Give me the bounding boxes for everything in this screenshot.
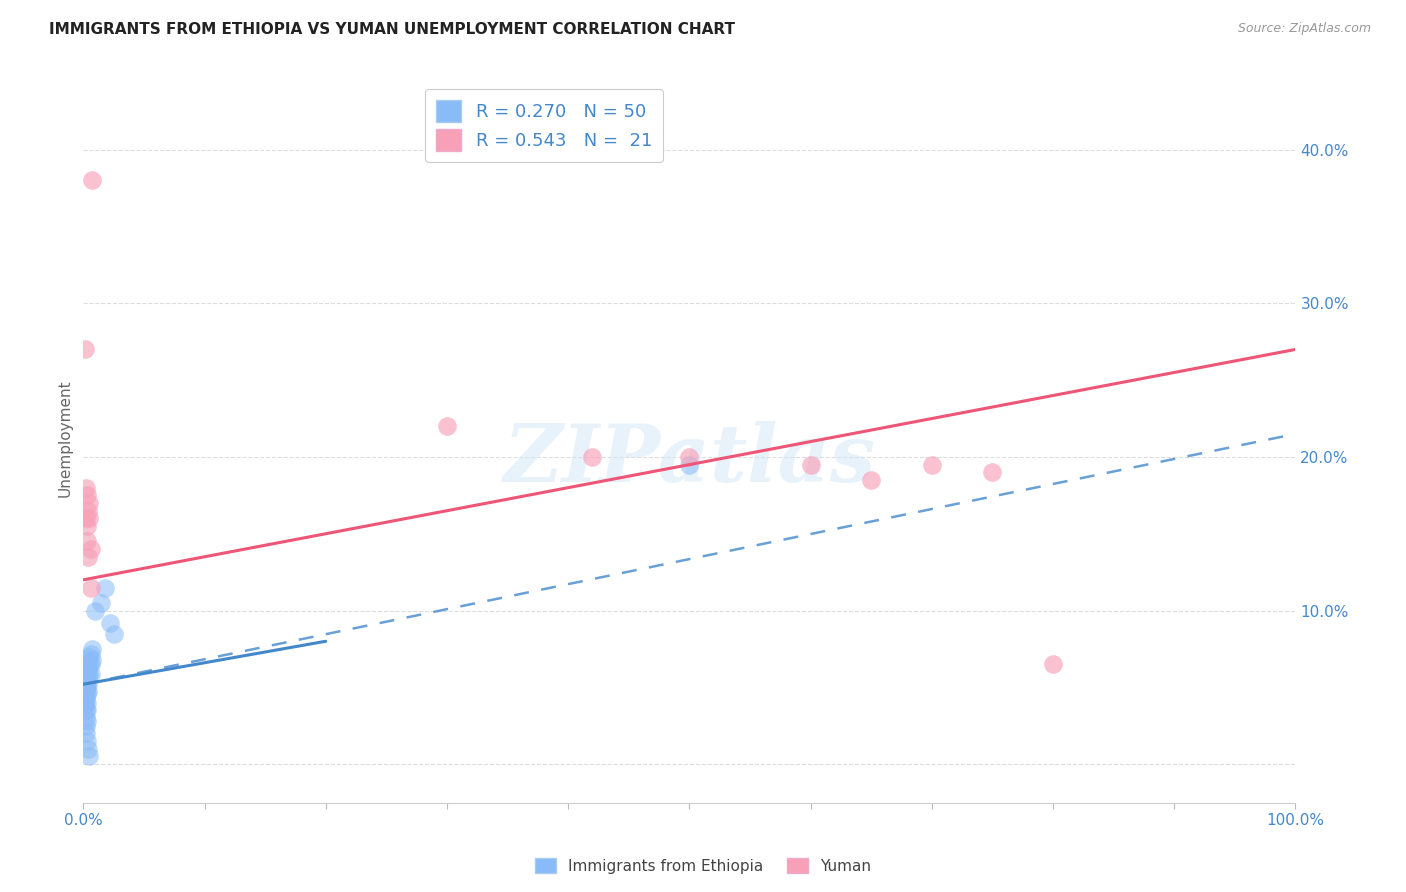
Point bbox=[581, 450, 603, 464]
Point bbox=[75, 665, 97, 679]
Point bbox=[76, 674, 98, 689]
Point bbox=[80, 642, 103, 657]
Point bbox=[79, 647, 101, 661]
Point bbox=[77, 677, 100, 691]
Text: ZIPatlas: ZIPatlas bbox=[503, 421, 876, 499]
Point bbox=[79, 581, 101, 595]
Point bbox=[76, 488, 98, 502]
Point bbox=[90, 596, 112, 610]
Point bbox=[678, 450, 700, 464]
Point bbox=[98, 615, 121, 630]
Point bbox=[73, 688, 96, 702]
Point bbox=[800, 458, 823, 472]
Point bbox=[678, 458, 700, 472]
Point bbox=[73, 673, 96, 687]
Point bbox=[79, 668, 101, 682]
Point bbox=[79, 749, 101, 764]
Point bbox=[75, 726, 97, 740]
Y-axis label: Unemployment: Unemployment bbox=[58, 379, 72, 497]
Point bbox=[73, 657, 96, 672]
Point bbox=[73, 665, 96, 679]
Point bbox=[75, 683, 97, 698]
Point bbox=[73, 681, 96, 695]
Point bbox=[76, 703, 98, 717]
Point bbox=[75, 711, 97, 725]
Point bbox=[436, 419, 458, 434]
Text: Source: ZipAtlas.com: Source: ZipAtlas.com bbox=[1237, 22, 1371, 36]
Point bbox=[77, 504, 100, 518]
Point bbox=[76, 681, 98, 695]
Point bbox=[76, 534, 98, 549]
Point bbox=[75, 719, 97, 733]
Point bbox=[73, 692, 96, 706]
Point bbox=[860, 473, 883, 487]
Point bbox=[79, 658, 101, 673]
Point bbox=[80, 653, 103, 667]
Point bbox=[75, 669, 97, 683]
Point bbox=[77, 669, 100, 683]
Point bbox=[80, 173, 103, 187]
Point bbox=[75, 673, 97, 687]
Point bbox=[73, 343, 96, 357]
Point bbox=[77, 685, 100, 699]
Point bbox=[75, 677, 97, 691]
Point bbox=[1042, 657, 1064, 672]
Point bbox=[77, 549, 100, 564]
Text: IMMIGRANTS FROM ETHIOPIA VS YUMAN UNEMPLOYMENT CORRELATION CHART: IMMIGRANTS FROM ETHIOPIA VS YUMAN UNEMPL… bbox=[49, 22, 735, 37]
Point bbox=[103, 626, 125, 640]
Point bbox=[75, 691, 97, 706]
Point bbox=[77, 654, 100, 668]
Point bbox=[79, 511, 101, 525]
Point bbox=[79, 496, 101, 510]
Point bbox=[84, 603, 107, 617]
Point bbox=[77, 662, 100, 676]
Point bbox=[981, 465, 1004, 479]
Point bbox=[76, 714, 98, 728]
Point bbox=[79, 657, 101, 672]
Point bbox=[76, 686, 98, 700]
Legend: R = 0.270   N = 50, R = 0.543   N =  21: R = 0.270 N = 50, R = 0.543 N = 21 bbox=[425, 89, 662, 162]
Point bbox=[76, 519, 98, 533]
Point bbox=[75, 703, 97, 717]
Point bbox=[76, 668, 98, 682]
Point bbox=[73, 698, 96, 713]
Point bbox=[73, 668, 96, 682]
Point bbox=[921, 458, 943, 472]
Point bbox=[76, 696, 98, 710]
Point bbox=[79, 542, 101, 557]
Point bbox=[73, 696, 96, 710]
Point bbox=[75, 511, 97, 525]
Point bbox=[76, 660, 98, 674]
Point bbox=[94, 581, 117, 595]
Point bbox=[79, 649, 101, 664]
Legend: Immigrants from Ethiopia, Yuman: Immigrants from Ethiopia, Yuman bbox=[529, 852, 877, 880]
Point bbox=[75, 481, 97, 495]
Point bbox=[76, 734, 98, 748]
Point bbox=[73, 662, 96, 676]
Point bbox=[79, 666, 101, 681]
Point bbox=[77, 741, 100, 756]
